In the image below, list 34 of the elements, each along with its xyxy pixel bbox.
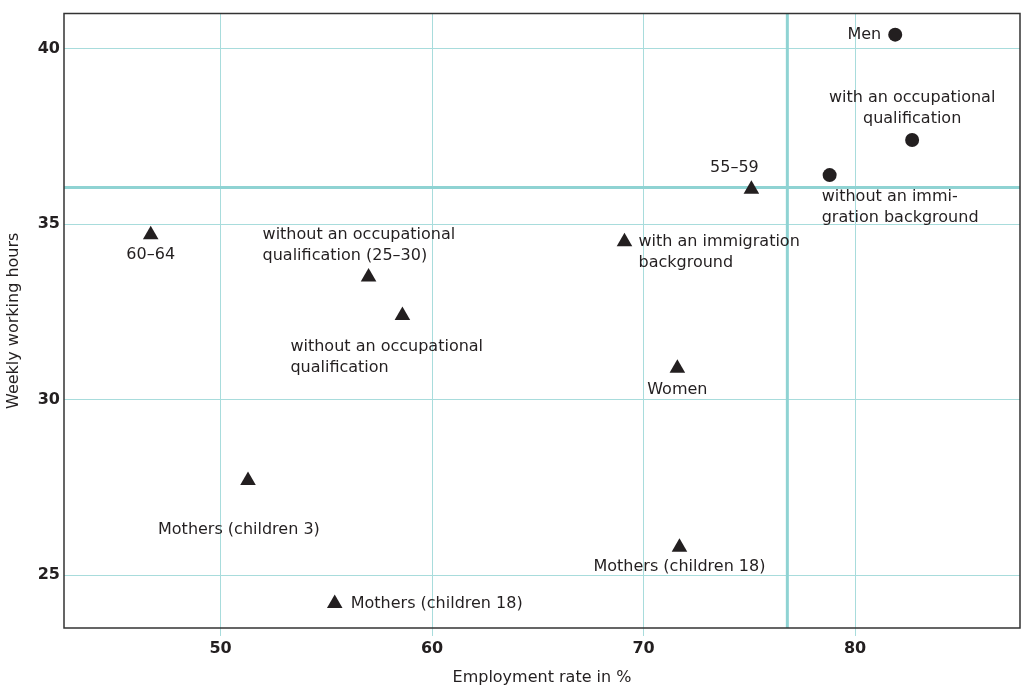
data-label: with an immigration background [638,230,800,271]
y-tick-label: 30 [37,388,60,408]
point [669,359,686,373]
point [142,225,159,240]
point [671,538,688,552]
x-axis-title: Employment rate in % [452,666,632,686]
point [743,180,760,194]
y-tick-label: 25 [37,564,60,584]
data-label: 55–59 [710,157,759,177]
point [616,232,633,247]
data-label: without an immi- gration background [821,186,979,227]
data-label: Women [647,379,708,399]
x-tick-label: 50 [209,637,232,657]
x-tick-label: 80 [843,637,867,657]
data-label: Men [847,23,882,43]
y-axis-title: Weekly working hours [2,232,22,409]
point [888,27,903,42]
data-label: 60–64 [126,243,176,263]
data-label: Mothers (children 3) [158,518,320,538]
data-label: Mothers (children 18) [350,592,523,612]
data-label: Mothers (children 18) [593,556,766,576]
point [240,471,256,486]
x-tick-label: 70 [632,637,655,657]
point [905,132,920,147]
point [394,306,411,321]
point [326,594,343,608]
x-tick-label: 60 [420,637,444,657]
data-label: without an occupational qualification (25–30) [262,224,456,265]
point [360,267,377,282]
point [822,168,837,183]
y-tick-label: 40 [37,37,60,57]
data-label: with an occupational qualification [828,87,996,128]
data-label: without an occupational qualification [290,335,484,376]
y-tick-label: 35 [37,213,60,233]
